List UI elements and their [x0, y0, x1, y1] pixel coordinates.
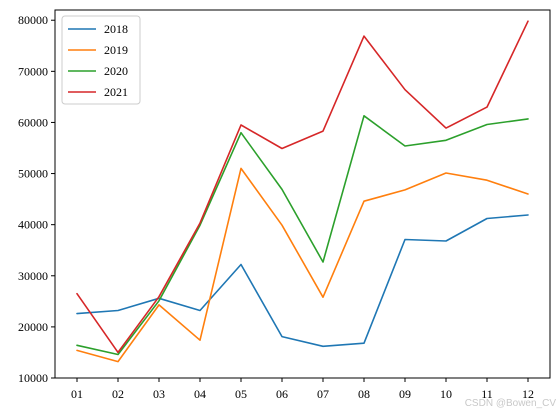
series-line-2018: [76, 214, 529, 348]
y-tick-label: 30000: [18, 269, 48, 283]
legend: 2018 2019 2020 2021: [61, 15, 141, 105]
legend-label-2021: 2021: [104, 85, 128, 99]
y-tick-label: 50000: [18, 167, 48, 181]
x-tick-label: 03: [153, 387, 165, 401]
legend-items: 2018 2019 2020 2021: [68, 22, 128, 99]
y-tick-label: 40000: [18, 218, 48, 232]
legend-label-2020: 2020: [104, 64, 128, 78]
y-tick-label: 10000: [18, 371, 48, 385]
legend-box: [61, 15, 141, 105]
legend-label-2019: 2019: [104, 43, 128, 57]
y-tick-label: 70000: [18, 64, 48, 78]
x-tick-label: 01: [71, 387, 83, 401]
y-tick-label: 80000: [18, 13, 48, 27]
x-tick-label: 07: [317, 387, 329, 401]
x-tick-label: 06: [276, 387, 288, 401]
x-tick-label: 02: [112, 387, 124, 401]
x-tick-label: 11: [481, 387, 493, 401]
series-line-2021: [76, 20, 529, 354]
x-tick-label: 12: [522, 387, 534, 401]
y-tick-label: 60000: [18, 115, 48, 129]
x-tick-label: 10: [440, 387, 452, 401]
x-tick-label: 05: [235, 387, 247, 401]
series-group: [76, 20, 529, 363]
x-axis: 01 02 03 04 05 06 07 08 09 10 11 12: [71, 378, 534, 401]
y-axis: 10000 20000 30000 40000 50000 60000 70000 80000: [18, 13, 55, 385]
y-tick-label: 20000: [18, 320, 48, 334]
x-tick-label: 08: [358, 387, 370, 401]
legend-label-2018: 2018: [104, 22, 128, 36]
watermark-text: CSDN @Bowen_CV: [465, 398, 557, 409]
x-tick-label: 04: [194, 387, 206, 401]
series-line-2019: [76, 167, 529, 363]
x-tick-label: 09: [399, 387, 411, 401]
series-line-2020: [76, 115, 529, 356]
